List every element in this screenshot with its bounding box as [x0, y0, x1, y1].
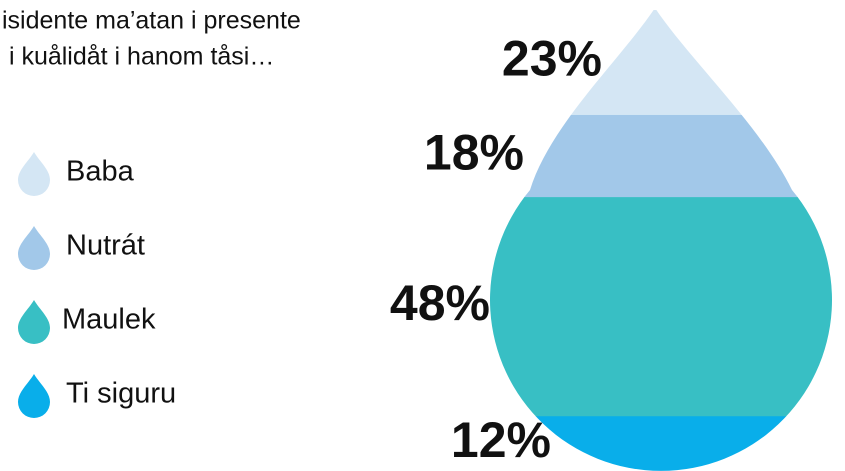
legend-label: Maulek [62, 304, 156, 336]
chart-title: i kuålidåt i hanom tåsi… [2, 43, 274, 71]
legend-label: Ti siguru [66, 378, 176, 410]
value-label: 18% [424, 124, 524, 180]
value-label: 23% [502, 31, 602, 87]
value-label: 12% [451, 412, 551, 468]
legend-icon [18, 152, 50, 196]
legend-icon [18, 300, 50, 344]
value-label: 48% [390, 275, 490, 331]
legend-icon [18, 374, 50, 418]
legend-icon [18, 226, 50, 270]
legend-label: Baba [66, 156, 135, 188]
chart-title: isidente ma’atan i presente [2, 7, 301, 35]
drop-segment [490, 197, 832, 417]
drop-segment [490, 114, 832, 198]
legend-label: Nutrát [66, 230, 145, 262]
